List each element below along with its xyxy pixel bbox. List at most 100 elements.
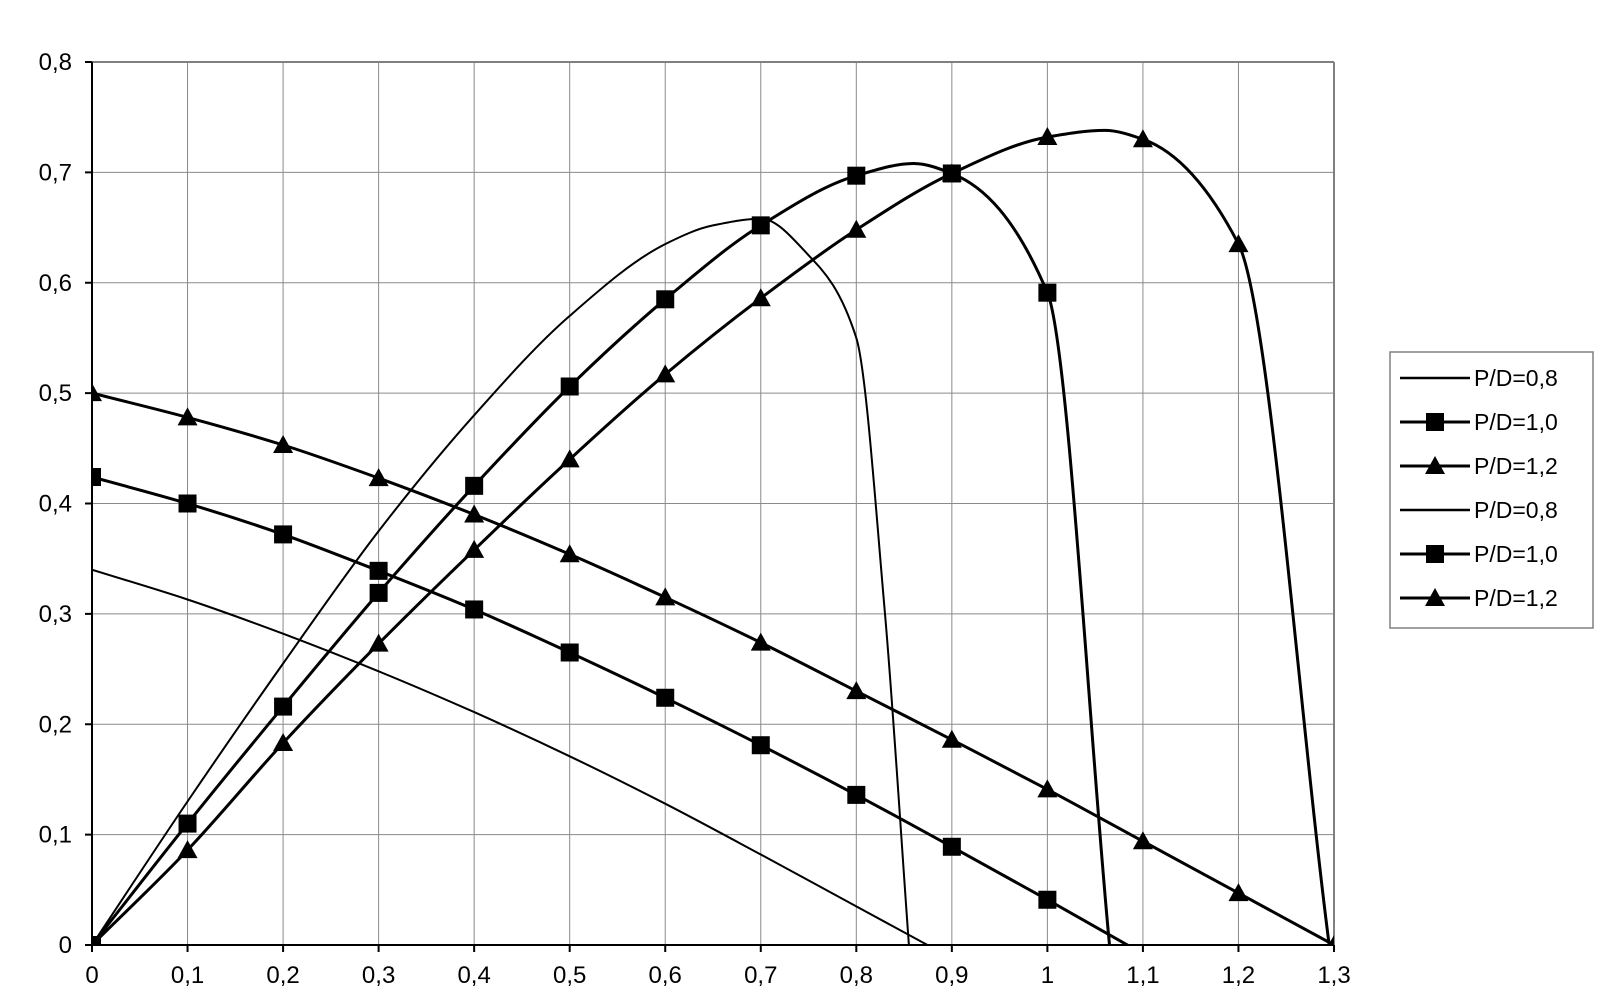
- legend: P/D=0,8 P/D=1,0 P/D=1,2 P/D=0,8 P/D=1,0 P/D=1…: [1389, 351, 1594, 629]
- series-2-point: [1133, 944, 1152, 946]
- series-5-point: [465, 476, 484, 495]
- series-6-point: [368, 633, 389, 652]
- series-5-point: [560, 377, 579, 396]
- series-3-point: [846, 681, 867, 700]
- x-tick-label: 1,2: [1222, 962, 1255, 989]
- series-6-point: [1228, 234, 1249, 253]
- series-2-point: [942, 837, 961, 856]
- series-2-point: [847, 785, 866, 804]
- series-2-point: [656, 688, 675, 707]
- series-2-point: [465, 600, 484, 619]
- legend-item: P/D=0,8: [1400, 497, 1558, 523]
- series-line-3: [92, 391, 1334, 946]
- x-tick-label: 0,8: [840, 962, 873, 989]
- y-tick-label: 0,1: [39, 822, 72, 849]
- x-tick-label: 0,1: [171, 962, 204, 989]
- legend-item: P/D=1,0: [1400, 541, 1558, 567]
- x-tick-labels: 0 0,1 0,2 0,3 0,4 0,5 0,6 0,7 0,8 0,9 1 1,1 1,2 1,3: [85, 962, 1350, 989]
- legend-swatch-marker: [1425, 456, 1445, 474]
- series-3-point: [1037, 779, 1058, 798]
- y-tick-label: 0,5: [39, 380, 72, 407]
- series-2-point: [1038, 890, 1057, 909]
- x-tick-label: 0,9: [935, 962, 968, 989]
- grid: [91, 61, 1335, 946]
- series-3-point: [750, 632, 771, 651]
- series-6-point: [1132, 129, 1153, 148]
- legend-label: P/D=1,0: [1474, 541, 1558, 567]
- x-tick-label: 1,3: [1317, 962, 1350, 989]
- legend-item: P/D=1,0: [1400, 409, 1558, 435]
- series-6-point: [273, 733, 294, 752]
- series-group: [92, 127, 1334, 946]
- series-3-point: [1327, 935, 1334, 946]
- series-5-point: [274, 697, 293, 716]
- y-tick-label: 0,4: [39, 491, 72, 518]
- series-6-point: [464, 539, 485, 558]
- legend-item: P/D=0,8: [1400, 365, 1558, 391]
- x-tick-label: 0,3: [362, 962, 395, 989]
- series-3-point: [368, 468, 389, 487]
- series-2-point: [274, 525, 293, 544]
- legend-label: P/D=0,8: [1474, 365, 1558, 391]
- y-tick-labels: 0 0,1 0,2 0,3 0,4 0,5 0,6 0,7 0,8: [39, 49, 72, 959]
- legend-label: P/D=0,8: [1474, 497, 1558, 523]
- legend-label: P/D=1,2: [1474, 453, 1558, 479]
- series-5-point: [656, 290, 675, 309]
- x-tick-label: 1: [1041, 962, 1054, 989]
- x-tick-label: 1,1: [1126, 962, 1159, 989]
- x-tick-label: 0,5: [553, 962, 586, 989]
- series-6-point: [941, 163, 962, 182]
- series-6-point: [177, 840, 198, 859]
- y-tick-label: 0,3: [39, 601, 72, 628]
- series-3-point: [464, 504, 485, 523]
- x-tick-label: 0,4: [457, 962, 490, 989]
- series-2-point: [751, 736, 770, 755]
- series-3-point: [92, 383, 102, 402]
- legend-swatch-marker: [1425, 588, 1445, 606]
- legend-item: P/D=1,2: [1400, 453, 1558, 479]
- legend-label: P/D=1,2: [1474, 585, 1558, 611]
- series-5-point: [1038, 283, 1057, 302]
- series-6-point: [750, 288, 771, 307]
- legend-swatch-marker: [1426, 413, 1444, 431]
- series-2-point: [560, 643, 579, 662]
- series-6-point: [92, 935, 99, 946]
- series-line-4: [92, 217, 910, 946]
- series-3-point: [1132, 831, 1153, 850]
- series-5-point: [178, 814, 197, 833]
- series-2-point: [178, 494, 197, 513]
- series-6-point: [846, 219, 867, 238]
- series-2-point: [92, 468, 101, 487]
- y-tick-label: 0,7: [39, 159, 72, 186]
- y-tick-label: 0,2: [39, 711, 72, 738]
- series-3-point: [655, 587, 676, 606]
- series-line-1: [92, 568, 932, 946]
- x-tick-label: 0,6: [649, 962, 682, 989]
- series-3-point: [273, 435, 294, 454]
- series-line-5: [92, 161, 1111, 946]
- y-tick-label: 0,6: [39, 270, 72, 297]
- series-6-point: [559, 449, 580, 468]
- series-2-point: [369, 561, 388, 580]
- series-3-point: [941, 729, 962, 748]
- y-tick-label: 0: [59, 932, 72, 959]
- series-3-point: [1228, 883, 1249, 902]
- legend-box: [1389, 351, 1594, 629]
- legend-label: P/D=1,0: [1474, 409, 1558, 435]
- legend-item: P/D=1,2: [1400, 585, 1558, 611]
- x-tick-label: 0,2: [266, 962, 299, 989]
- series-5-point: [369, 583, 388, 602]
- y-tick-label: 0,8: [39, 49, 72, 76]
- x-tick-label: 0: [85, 962, 98, 989]
- axes: [85, 61, 1335, 952]
- series-line-6: [92, 128, 1331, 946]
- series-3-point: [177, 407, 198, 426]
- series-6-point: [1037, 127, 1058, 146]
- x-tick-label: 0,7: [744, 962, 777, 989]
- series-6-point: [655, 364, 676, 383]
- series-5-point: [847, 166, 866, 185]
- legend-swatch-marker: [1426, 545, 1444, 563]
- series-3-point: [559, 544, 580, 563]
- series-line-2: [92, 475, 1133, 946]
